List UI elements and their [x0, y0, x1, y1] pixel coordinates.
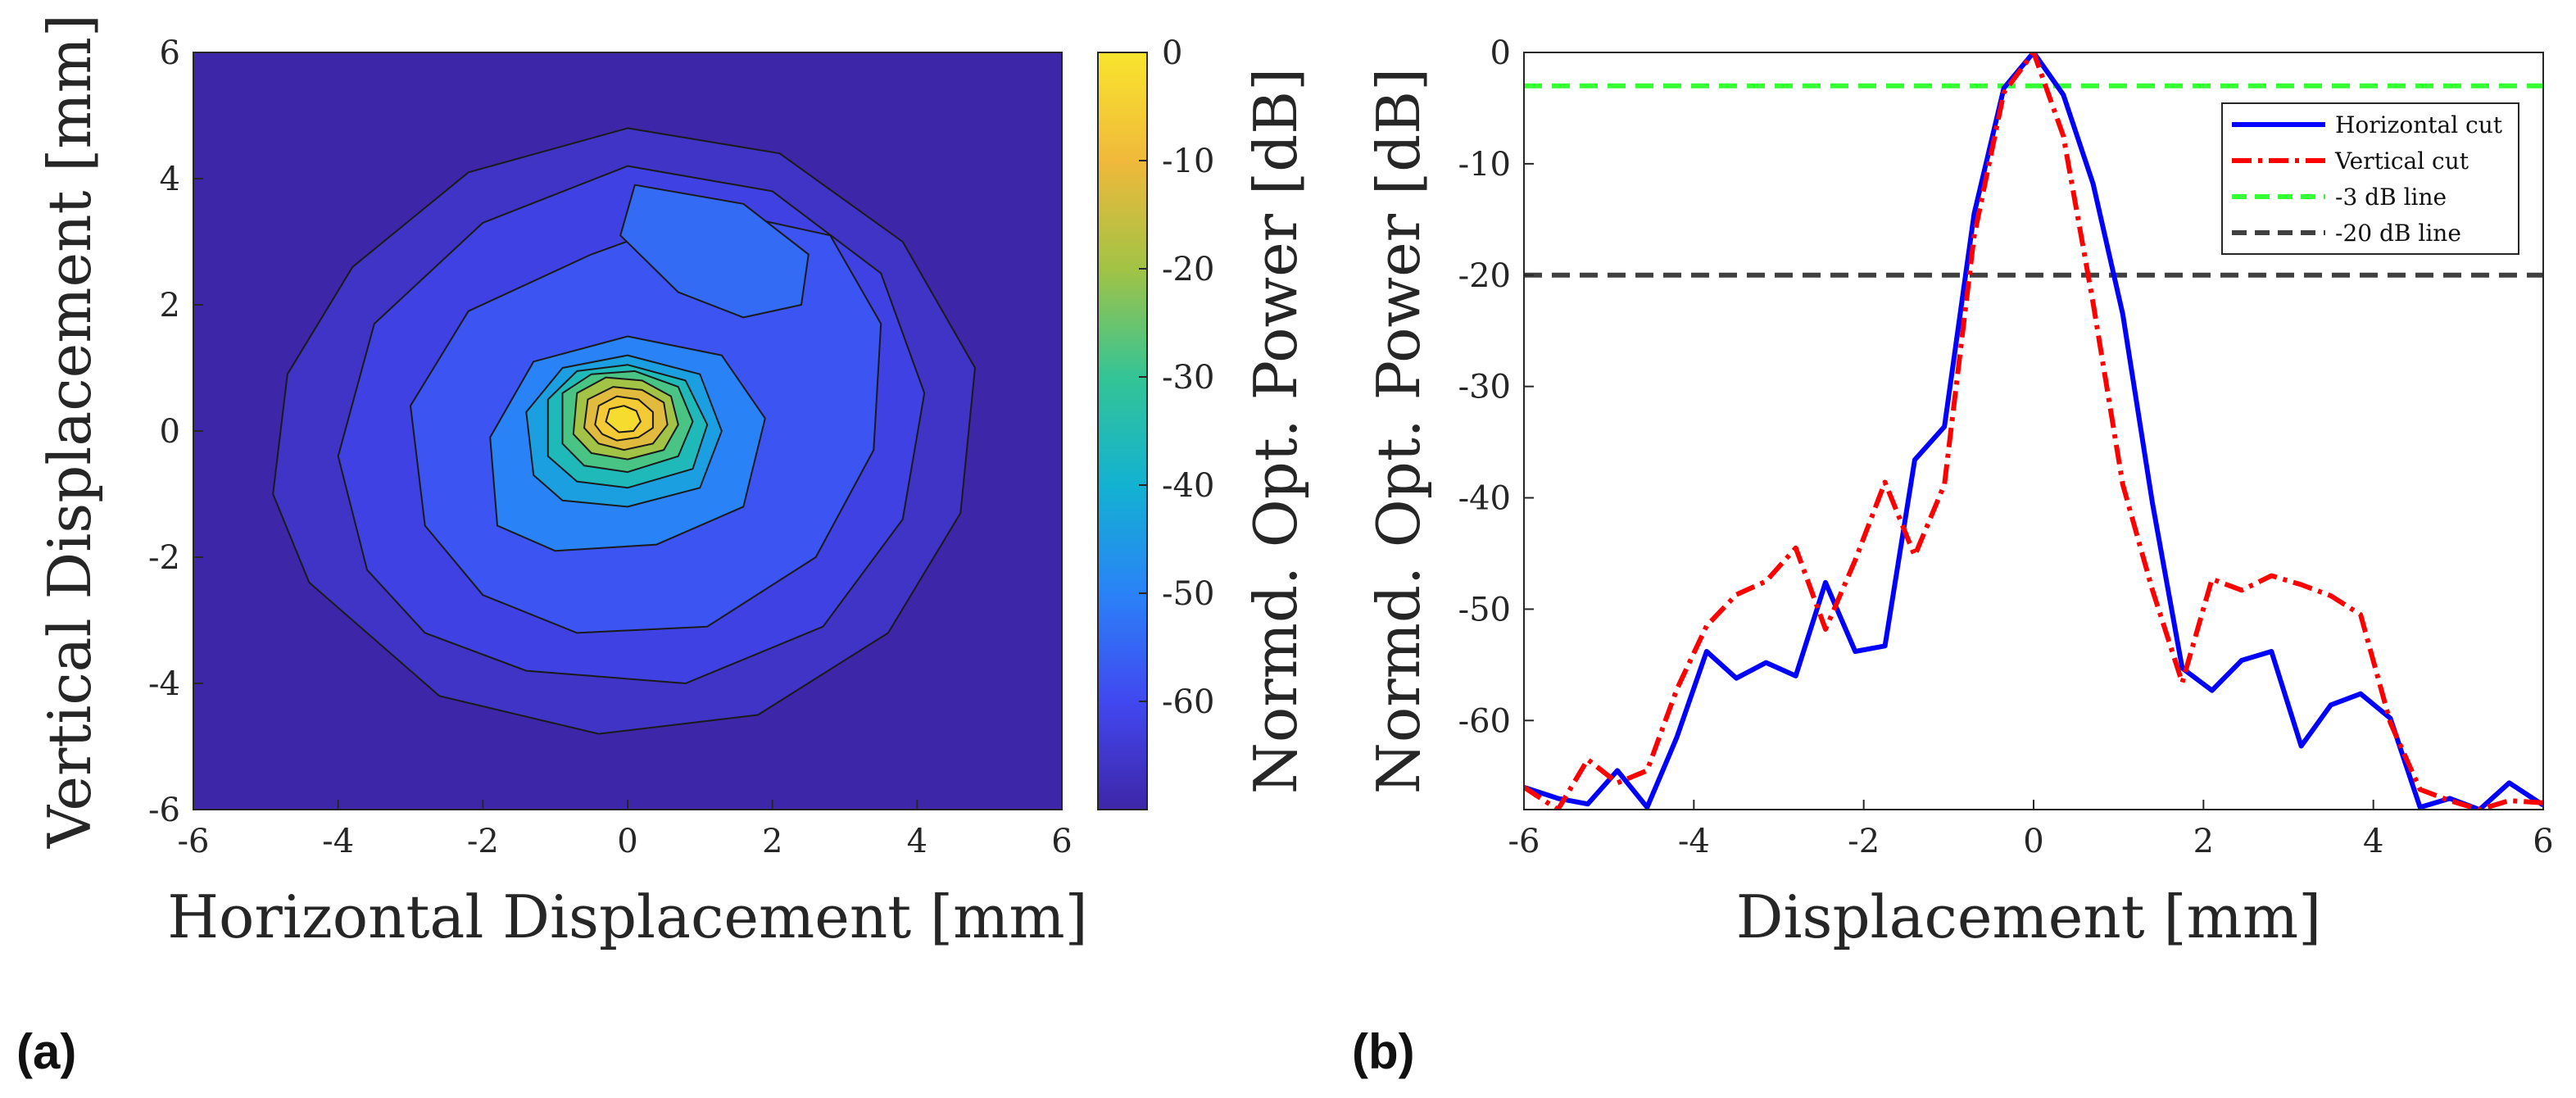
contour-x-tick-label: 4 [907, 823, 927, 860]
contour-level-11 [605, 405, 642, 433]
series-vertical-cut [1524, 52, 2543, 810]
colorbar-tick-label: -60 [1162, 683, 1214, 721]
legend-entry-vertical: Vertical cut [2334, 147, 2469, 175]
contour-y-tick-label: 6 [160, 34, 180, 72]
colorbar-tick-label: 0 [1162, 34, 1182, 72]
line-layer [1524, 52, 2543, 810]
line-y-tick-label: -10 [1458, 146, 1511, 184]
line-y-tick-label: 0 [1490, 34, 1511, 72]
line-x-tick-label: 4 [2363, 823, 2383, 860]
panel-label-a: (a) [16, 1024, 76, 1079]
legend-box [2221, 102, 2519, 255]
contour-layer [272, 127, 976, 735]
line-y-tick-label: -30 [1458, 369, 1511, 406]
contour-x-axis-label: Horizontal Displacement [mm] [167, 882, 1088, 951]
line-x-tick-label: -4 [1678, 823, 1710, 860]
contour-x-tick-label: -4 [322, 823, 354, 860]
line-y-tick-label: -60 [1458, 702, 1511, 740]
contour-y-tick-label: 0 [160, 413, 180, 451]
line-y-ticks: 0 -10 -20 -30 -40 -50 -60 [1458, 34, 1534, 740]
colorbar-tick-label: -20 [1162, 251, 1214, 288]
contour-x-tick-label: 0 [617, 823, 637, 860]
contour-y-tick-label: 2 [160, 287, 180, 324]
line-x-tick-label: -6 [1508, 823, 1540, 860]
colorbar-tick-label: -50 [1162, 575, 1214, 613]
contour-x-tick-label: 6 [1051, 823, 1072, 860]
panel-label-b: (b) [1352, 1024, 1415, 1079]
colorbar-tick-label: -40 [1162, 467, 1214, 505]
contour-y-tick-label: -6 [148, 792, 180, 829]
colorbar: 0 -10 -20 -30 -40 -50 -60 Normd. Opt. Power [d… [1097, 34, 1310, 810]
contour-y-axis-label: Vertical Displacement [mm] [35, 14, 104, 849]
contour-y-ticks: 6 4 2 0 -2 -4 -6 [148, 34, 203, 829]
series-horizontal-cut [1524, 52, 2543, 810]
legend-entry-horizontal: Horizontal cut [2335, 111, 2503, 138]
legend-entry-20db: -20 dB line [2335, 220, 2461, 247]
contour-plot: -6 -4 -2 0 2 4 6 6 4 2 0 -2 -4 -6 Horizontal Displac… [35, 14, 1088, 951]
colorbar-tick-label: -30 [1162, 359, 1214, 397]
line-y-tick-label: -40 [1458, 480, 1511, 518]
legend-entry-3db: -3 dB line [2335, 184, 2447, 211]
contour-level-3 [619, 184, 810, 319]
legend: Horizontal cut Vertical cut -3 dB line -… [2221, 102, 2519, 255]
colorbar-label: Normd. Opt. Power [dB] [1241, 68, 1310, 794]
colorbar-gradient [1097, 52, 1148, 810]
line-chart: -6 -4 -2 0 2 4 6 0-10-20-30-40-50-60 Displacem… [1364, 34, 2554, 951]
contour-x-tick-label: -6 [178, 823, 210, 860]
contour-y-tick-label: 4 [160, 161, 180, 198]
contour-x-ticks: -6 -4 -2 0 2 4 6 [178, 800, 1073, 860]
line-x-ticks: -6 -4 -2 0 2 4 6 [1508, 800, 2554, 860]
line-x-tick-label: -2 [1848, 823, 1880, 860]
line-y-axis-label: Normd. Opt. Power [dB] [1364, 68, 1433, 794]
contour-y-tick-label: -2 [148, 539, 180, 577]
line-y-tick-label: -50 [1458, 591, 1511, 628]
line-y-tick-label: -20 [1458, 257, 1511, 295]
contour-x-tick-label: 2 [762, 823, 782, 860]
colorbar-tick-label: -10 [1162, 143, 1214, 180]
contour-x-tick-label: -2 [467, 823, 499, 860]
contour-y-tick-label: -4 [148, 665, 180, 703]
line-x-tick-label: 0 [2023, 823, 2043, 860]
line-x-axis-label: Displacement [mm] [1736, 882, 2321, 951]
colorbar-ticks: 0 -10 -20 -30 -40 -50 -60 [1139, 34, 1214, 721]
line-x-tick-label: 6 [2533, 823, 2553, 860]
line-x-tick-label: 2 [2193, 823, 2214, 860]
